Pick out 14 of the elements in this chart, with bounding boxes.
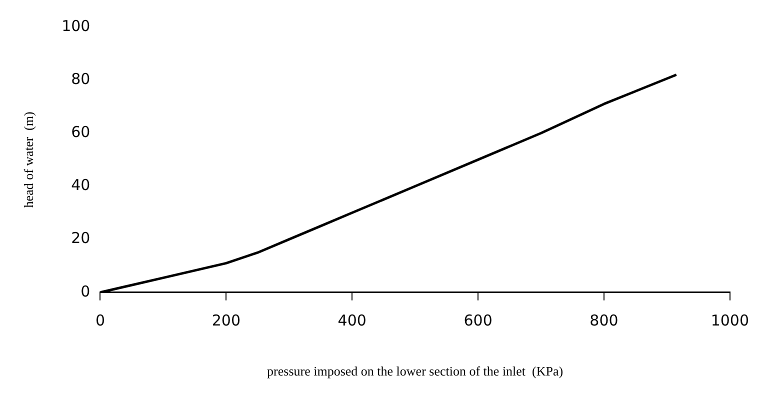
y-tick-label: 60 [71,123,90,142]
y-tick-label: 100 [62,16,90,35]
x-tick-label: 1000 [710,311,750,330]
y-tick-label: 20 [71,229,90,248]
y-tick-label: 0 [80,282,90,300]
y-axis-title: head of water (m) [21,112,36,208]
x-tick-label: 400 [338,311,366,330]
x-tick-label: 0 [95,311,106,330]
x-axis-title: pressure imposed on the lower section of the inlet (KPa) [267,364,564,379]
y-tick-label: 40 [71,176,90,194]
y-tick-label: 80 [71,70,90,88]
x-tick-label: 600 [464,311,492,330]
x-tick-label: 200 [212,311,240,330]
x-tick-label: 800 [590,311,618,330]
